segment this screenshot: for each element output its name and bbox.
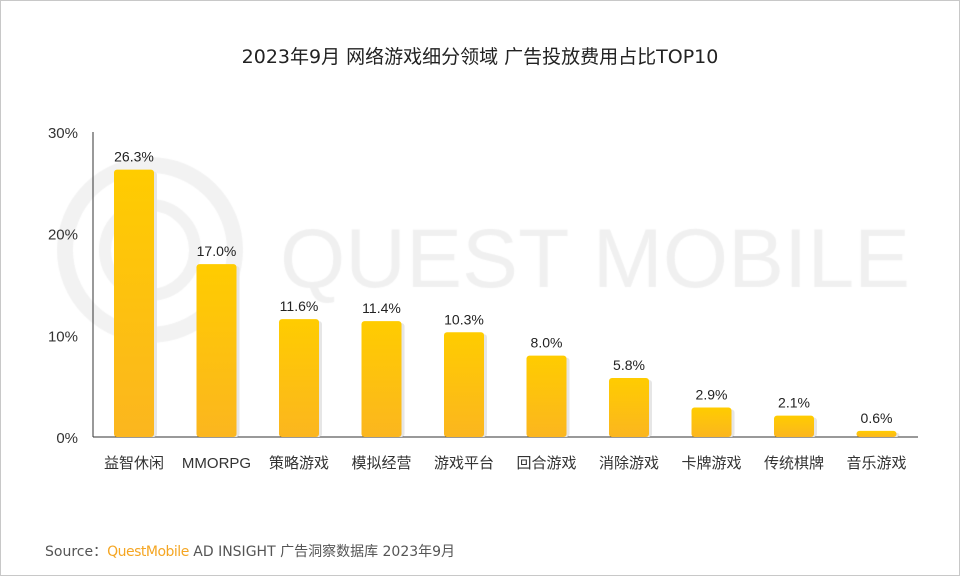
x-tick-label: MMORPG — [182, 455, 251, 472]
x-tick-label: 模拟经营 — [351, 455, 411, 472]
data-label: 5.8% — [613, 357, 645, 373]
data-label: 17.0% — [197, 243, 237, 259]
y-tick-label: 20% — [48, 227, 78, 244]
x-tick-label: 策略游戏 — [269, 455, 329, 472]
source-label: Source： — [45, 544, 108, 560]
x-tick-label: 卡牌游戏 — [681, 455, 741, 472]
bar — [609, 378, 649, 437]
data-label: 2.1% — [778, 395, 810, 411]
x-tick-label: 音乐游戏 — [846, 455, 906, 472]
y-tick-label: 30% — [48, 125, 78, 142]
data-label: 11.4% — [362, 300, 401, 316]
source-text: AD INSIGHT 广告洞察数据库 2023年9月 — [188, 544, 456, 560]
x-tick-label: 游戏平台 — [434, 455, 494, 472]
x-tick-label: 消除游戏 — [599, 455, 659, 472]
data-label: 10.3% — [444, 311, 484, 327]
bar — [691, 407, 732, 437]
bar — [856, 430, 897, 437]
x-tick-label: 益智休闲 — [104, 454, 164, 472]
bar — [114, 169, 154, 437]
y-tick-label: 10% — [48, 328, 78, 345]
chart-title: 2023年9月 网络游戏细分领域 广告投放费用占比TOP10 — [241, 46, 719, 68]
y-tick-label: 0% — [56, 430, 78, 447]
bar — [361, 321, 402, 437]
source-note: Source：QuestMobile AD INSIGHT 广告洞察数据库 20… — [45, 541, 455, 561]
data-label: 26.3% — [114, 149, 154, 165]
x-tick-label: 回合游戏 — [516, 455, 576, 472]
bar — [774, 415, 814, 437]
data-label: 8.0% — [531, 335, 563, 351]
bar — [526, 355, 567, 437]
data-label: 2.9% — [696, 387, 728, 403]
bar — [279, 319, 319, 437]
source-brand: QuestMobile — [107, 544, 189, 560]
bar — [444, 332, 484, 437]
bar — [196, 264, 237, 437]
data-label: 0.6% — [861, 410, 893, 426]
data-label: 11.6% — [280, 298, 319, 314]
x-tick-label: 传统棋牌 — [764, 455, 824, 472]
